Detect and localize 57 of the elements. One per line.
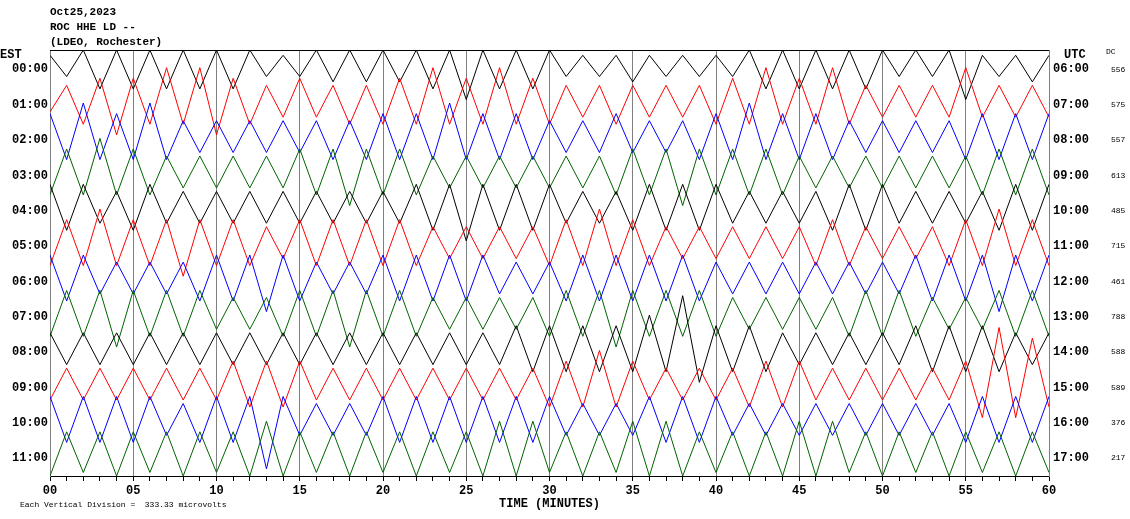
text: 557 <box>1111 135 1126 145</box>
text: 588 <box>1111 347 1126 357</box>
x-tick-label: 50 <box>875 484 890 499</box>
y-tick-label: 06:00 <box>11 274 48 289</box>
y2-tick-label: 08:00 <box>1053 133 1090 148</box>
chart-subtitle: ROC HHE LD -- <box>50 20 136 33</box>
y2-tick-label: 17:00 <box>1053 451 1090 466</box>
x-tick-label: 05 <box>126 484 141 499</box>
text: 556 <box>1111 64 1126 74</box>
y-axis-title: EST <box>0 48 22 63</box>
y2-tick-label: 16:00 <box>1053 415 1090 430</box>
y2-tick-label: 13:00 <box>1053 309 1090 324</box>
x-tick-label: 20 <box>375 484 391 499</box>
x-tick-label: 55 <box>958 484 973 499</box>
y-tick-label: 02:00 <box>11 133 48 148</box>
y2-tick-label: 12:00 <box>1053 274 1090 289</box>
y-tick-label: 07:00 <box>11 309 48 324</box>
text: 575 <box>1111 99 1126 109</box>
y2-tick-label: 06:00 <box>1053 62 1090 77</box>
x-tick-label: 35 <box>625 484 640 499</box>
y2-tick-label: 14:00 <box>1053 345 1090 360</box>
y2-tick-label: 15:00 <box>1053 380 1090 395</box>
text: Each Vertical Division = 333.33 microvolts <box>20 500 227 510</box>
y2-tick-label: 07:00 <box>1053 97 1090 112</box>
x-axis-title: TIME (MINUTES) <box>499 496 600 511</box>
y-tick-label: 03:00 <box>11 168 48 183</box>
text: 613 <box>1111 170 1126 180</box>
x-tick-label: 60 <box>1041 484 1057 499</box>
y-tick-label: 00:00 <box>11 62 48 77</box>
text: 217 <box>1111 453 1126 463</box>
text: DC <box>1106 47 1116 57</box>
x-tick-label: 30 <box>542 484 557 499</box>
x-tick-label: 00 <box>42 484 58 499</box>
text: (LDEO, Rochester) <box>50 35 163 48</box>
y-tick-label: 05:00 <box>11 239 48 254</box>
y-tick-label: 01:00 <box>11 97 48 112</box>
y-tick-label: 09:00 <box>11 380 48 395</box>
x-tick-label: 40 <box>708 484 724 499</box>
y-tick-label: 04:00 <box>11 203 48 218</box>
x-tick-label: 25 <box>459 484 474 499</box>
y2-tick-label: 10:00 <box>1053 203 1090 218</box>
text: 715 <box>1111 241 1126 251</box>
y-tick-label: 11:00 <box>11 451 48 466</box>
x-tick-label: 15 <box>292 484 307 499</box>
x-tick-label: 45 <box>792 484 807 499</box>
y2-axis-title: UTC <box>1064 48 1086 63</box>
y-tick-label: 10:00 <box>11 415 48 430</box>
text: 589 <box>1111 382 1126 392</box>
y2-tick-label: 09:00 <box>1053 168 1090 183</box>
text: 376 <box>1111 418 1126 428</box>
text: 485 <box>1111 205 1126 215</box>
x-tick-label: 10 <box>209 484 224 499</box>
text: 461 <box>1111 276 1126 286</box>
y2-tick-label: 11:00 <box>1053 239 1090 254</box>
y-tick-label: 08:00 <box>11 345 48 360</box>
chart-title: Oct25,2023 <box>50 5 117 18</box>
text: 788 <box>1111 312 1126 322</box>
